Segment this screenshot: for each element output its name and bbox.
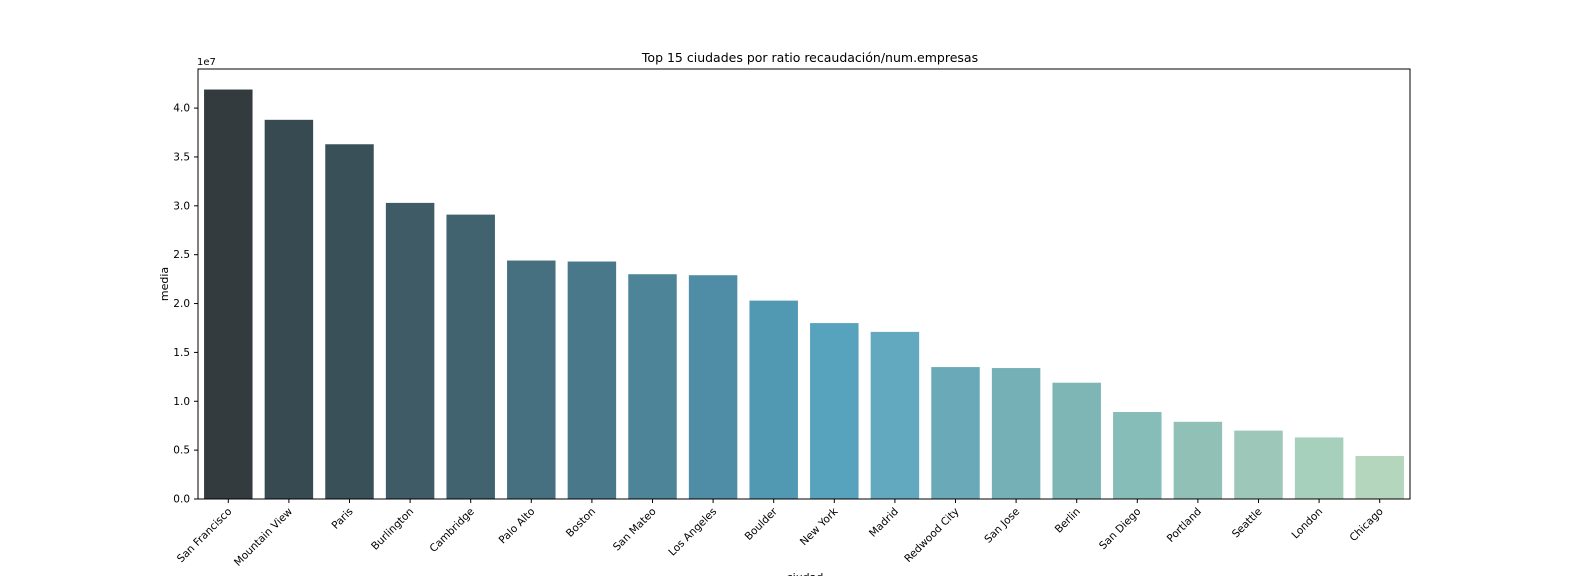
bar-burlington bbox=[385, 202, 435, 500]
y-tick-label: 0.0 bbox=[173, 494, 190, 506]
x-tick-label: Seattle bbox=[1230, 506, 1265, 541]
bar-mountain-view bbox=[264, 119, 314, 500]
x-tick-label: New York bbox=[798, 505, 841, 548]
x-tick-label: Madrid bbox=[867, 506, 901, 540]
y-axis-ticks: 0.0 0.5 1.0 1.5 2.0 2.5 3.0 3.5 4.0 bbox=[173, 103, 198, 506]
bar-cambridge bbox=[446, 214, 495, 499]
y-tick-label: 1.5 bbox=[173, 347, 190, 359]
y-tick-label: 0.5 bbox=[173, 445, 190, 457]
bar-new-york bbox=[810, 323, 859, 499]
bar-san-mateo bbox=[628, 274, 677, 499]
bar-chicago bbox=[1355, 456, 1404, 499]
bar-boston bbox=[567, 261, 617, 499]
y-axis-label: media bbox=[158, 267, 171, 301]
bar-madrid bbox=[870, 331, 920, 499]
bar-san-diego bbox=[1113, 412, 1162, 499]
y-tick-label: 1.0 bbox=[173, 396, 190, 408]
y-axis-offset-label: 1e7 bbox=[197, 57, 216, 68]
x-tick-label: Redwood City bbox=[902, 506, 961, 565]
x-tick-label: San Francisco bbox=[175, 506, 234, 565]
bar-palo-alto bbox=[507, 260, 556, 499]
bar-paris bbox=[325, 144, 374, 499]
bars-group bbox=[204, 89, 1404, 500]
bar-san-francisco bbox=[204, 89, 253, 499]
x-tick-label: Boston bbox=[564, 506, 598, 540]
bar-boulder bbox=[749, 300, 798, 499]
bar-portland bbox=[1173, 421, 1223, 499]
plot-frame bbox=[197, 68, 1411, 500]
x-tick-label: Burlington bbox=[369, 506, 416, 553]
x-tick-label: Cambridge bbox=[428, 506, 477, 555]
x-tick-label: Mountain View bbox=[232, 505, 295, 568]
y-tick-label: 4.0 bbox=[173, 103, 190, 115]
x-tick-label: Berlin bbox=[1053, 506, 1083, 536]
x-tick-label: Portland bbox=[1165, 506, 1204, 545]
y-tick-label: 2.5 bbox=[173, 249, 190, 261]
x-tick-label: Boulder bbox=[743, 505, 781, 543]
x-tick-label: San Mateo bbox=[611, 506, 659, 554]
x-axis-label: ciudad bbox=[787, 571, 824, 576]
bar-london bbox=[1294, 437, 1344, 499]
y-tick-label: 3.5 bbox=[173, 151, 190, 163]
chart-title: Top 15 ciudades por ratio recaudación/nu… bbox=[641, 50, 978, 65]
bar-redwood-city bbox=[931, 367, 980, 499]
x-tick-label: London bbox=[1290, 506, 1326, 542]
y-tick-label: 2.0 bbox=[173, 298, 190, 310]
x-tick-label: Los Angeles bbox=[666, 506, 719, 559]
x-tick-label: Paris bbox=[329, 506, 355, 532]
x-tick-label: Chicago bbox=[1347, 506, 1385, 544]
y-tick-label: 3.0 bbox=[173, 200, 190, 212]
bar-san-jose bbox=[991, 368, 1041, 499]
x-tick-label: Palo Alto bbox=[497, 506, 538, 547]
bar-berlin bbox=[1052, 382, 1101, 499]
bar-seattle bbox=[1234, 430, 1283, 499]
bar-los-angeles bbox=[688, 275, 738, 499]
x-tick-label: San Jose bbox=[982, 506, 1022, 546]
x-tick-label: San Diego bbox=[1097, 506, 1143, 552]
